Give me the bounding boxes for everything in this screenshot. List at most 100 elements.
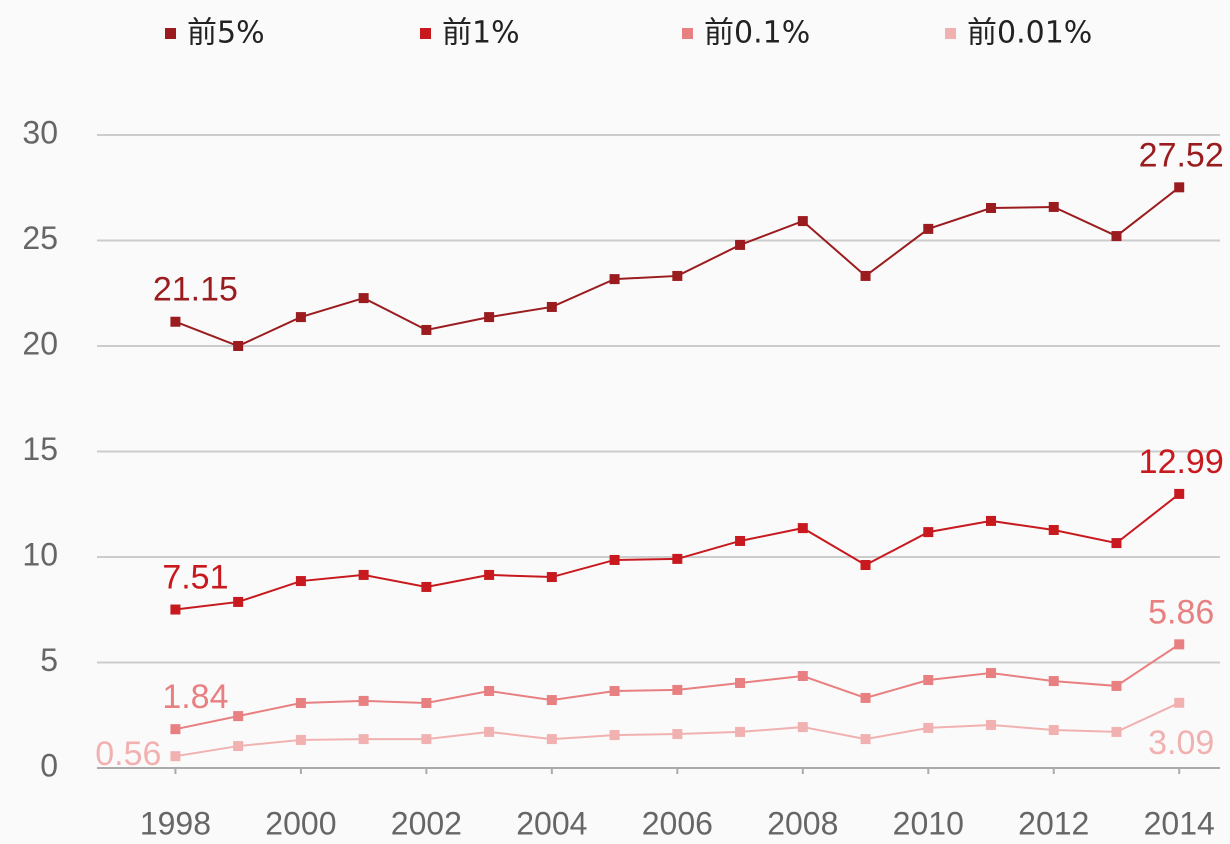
data-point: [860, 270, 871, 281]
data-point: [860, 734, 871, 745]
data-point: [421, 698, 432, 709]
y-tick-label: 30: [22, 114, 58, 150]
legend-label: 前1%: [442, 16, 520, 51]
data-point: [860, 692, 871, 703]
data-point: [735, 535, 746, 546]
data-point: [233, 741, 244, 752]
data-point: [295, 576, 306, 587]
data-point: [170, 724, 181, 735]
data-point: [546, 734, 557, 745]
data-point: [421, 324, 432, 335]
data-point: [797, 216, 808, 227]
data-point: [1048, 676, 1059, 687]
data-point: [546, 695, 557, 706]
data-point: [1111, 538, 1122, 549]
data-point: [358, 293, 369, 304]
data-point: [1174, 182, 1185, 193]
data-label: 0.56: [95, 735, 161, 773]
data-point: [609, 685, 620, 696]
data-point: [170, 316, 181, 327]
legend-label: 前0.1%: [704, 16, 810, 51]
data-point: [672, 270, 683, 281]
data-point: [1111, 680, 1122, 691]
x-tick-label: 2000: [265, 805, 336, 841]
data-point: [672, 553, 683, 564]
data-point: [609, 554, 620, 565]
legend-label: 前0.01%: [967, 16, 1092, 51]
data-label: 1.84: [162, 678, 228, 716]
data-point: [1048, 524, 1059, 535]
data-point: [923, 722, 934, 733]
data-label: 21.15: [153, 271, 238, 309]
y-tick-label: 5: [40, 642, 58, 678]
data-point: [609, 730, 620, 741]
data-point: [295, 734, 306, 745]
data-label: 27.52: [1139, 136, 1224, 174]
data-point: [1174, 488, 1185, 499]
x-tick-label: 2006: [642, 805, 713, 841]
data-point: [735, 239, 746, 250]
data-point: [358, 569, 369, 580]
data-point: [986, 719, 997, 730]
legend-marker: [165, 28, 176, 39]
data-point: [484, 569, 495, 580]
data-point: [546, 572, 557, 583]
series-line: [175, 186, 1180, 348]
data-point: [546, 301, 557, 312]
x-tick-label: 2004: [516, 805, 587, 841]
data-point: [421, 734, 432, 745]
data-point: [860, 560, 871, 571]
data-point: [1174, 639, 1185, 650]
data-point: [233, 341, 244, 351]
data-point: [923, 675, 934, 686]
legend-label: 前5%: [187, 16, 265, 51]
data-point: [484, 726, 495, 737]
x-tick-label: 2002: [391, 805, 462, 841]
x-tick-label: 2008: [767, 805, 838, 841]
data-point: [1048, 201, 1059, 212]
data-point: [797, 523, 808, 534]
data-point: [923, 223, 934, 234]
data-point: [233, 711, 244, 722]
data-point: [1174, 697, 1185, 708]
legend-marker: [945, 28, 956, 39]
data-label: 12.99: [1139, 443, 1224, 481]
data-point: [295, 698, 306, 709]
data-point: [986, 515, 997, 526]
data-point: [484, 312, 495, 323]
data-label: 3.09: [1148, 724, 1214, 762]
data-point: [672, 684, 683, 695]
y-tick-label: 0: [40, 747, 58, 783]
data-point: [609, 274, 620, 285]
data-label: 5.86: [1148, 593, 1214, 631]
y-tick-label: 15: [22, 431, 58, 467]
legend-marker: [420, 28, 431, 39]
data-point: [986, 203, 997, 214]
data-point: [1111, 231, 1122, 242]
data-point: [986, 668, 997, 679]
data-label: 7.51: [162, 559, 228, 597]
x-tick-label: 1998: [140, 805, 211, 841]
data-point: [421, 581, 432, 592]
data-point: [1111, 726, 1122, 737]
data-point: [170, 604, 181, 615]
data-point: [233, 596, 244, 607]
x-tick-label: 2010: [893, 805, 964, 841]
series-line: [175, 493, 1180, 611]
y-tick-label: 25: [22, 220, 58, 256]
legend-marker: [682, 28, 693, 39]
data-point: [672, 729, 683, 740]
data-point: [358, 695, 369, 706]
data-point: [1048, 725, 1059, 736]
data-point: [797, 722, 808, 733]
data-point: [295, 312, 306, 323]
data-point: [170, 751, 181, 762]
data-point: [797, 671, 808, 682]
data-point: [735, 726, 746, 737]
data-point: [735, 677, 746, 688]
data-point: [358, 734, 369, 745]
y-tick-label: 10: [22, 536, 58, 572]
y-tick-label: 20: [22, 325, 58, 361]
data-point: [484, 685, 495, 696]
